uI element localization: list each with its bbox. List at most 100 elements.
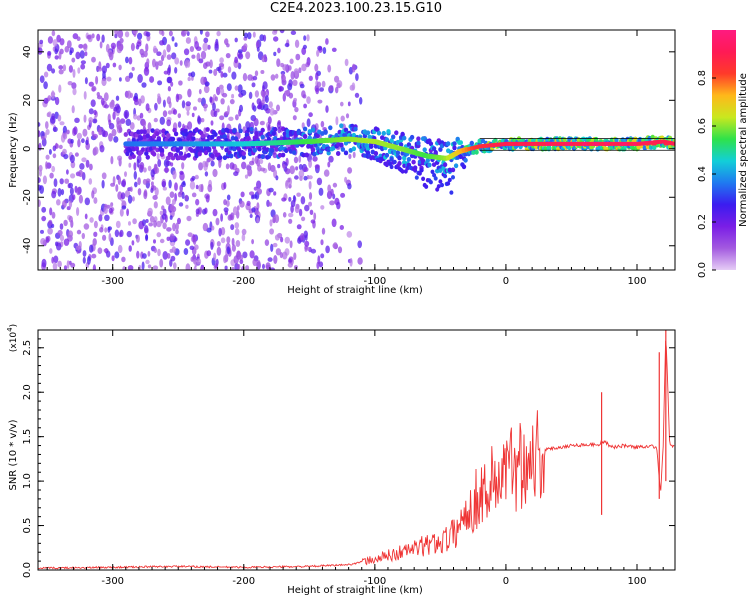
noise-speckle [150, 188, 154, 193]
noise-speckle [260, 120, 266, 126]
noise-speckle [223, 255, 227, 264]
noise-speckle [81, 157, 87, 163]
noise-speckle [239, 200, 245, 208]
ridge-peak [576, 142, 583, 146]
spectral-cell [170, 155, 176, 161]
noise-speckle [153, 247, 158, 253]
noise-speckle [83, 114, 87, 123]
noise-speckle [131, 240, 135, 246]
noise-speckle [60, 189, 65, 196]
noise-speckle [127, 194, 133, 204]
noise-speckle [172, 170, 177, 180]
noise-speckle [63, 238, 70, 246]
noise-speckle [76, 36, 81, 41]
noise-speckle [288, 218, 293, 224]
noise-speckle [51, 90, 55, 99]
noise-speckle [270, 243, 274, 252]
noise-speckle [308, 75, 313, 82]
noise-speckle [298, 155, 302, 163]
noise-speckle [126, 208, 129, 217]
spectral-cell [427, 162, 432, 168]
noise-speckle [217, 66, 222, 74]
noise-speckle [304, 204, 310, 212]
spectral-cell [145, 133, 150, 139]
noise-speckle [273, 255, 278, 264]
noise-speckle [54, 96, 60, 106]
noise-speckle [351, 63, 356, 73]
noise-speckle [327, 184, 332, 193]
noise-speckle [177, 217, 181, 225]
noise-speckle [104, 104, 109, 109]
noise-speckle [69, 50, 73, 56]
noise-speckle [52, 145, 57, 152]
noise-speckle [152, 265, 159, 270]
noise-speckle [315, 72, 319, 81]
noise-speckle [357, 240, 363, 249]
noise-speckle [211, 225, 215, 231]
noise-speckle [220, 213, 224, 222]
noise-speckle [202, 103, 208, 109]
noise-speckle [156, 51, 162, 56]
noise-speckle [294, 39, 300, 48]
noise-speckle [340, 192, 346, 198]
noise-speckle [164, 166, 169, 174]
noise-speckle [68, 215, 73, 223]
noise-speckle [159, 258, 164, 268]
noise-speckle [119, 37, 124, 44]
y-tick-label: -20 [22, 189, 33, 205]
spectral-cell [458, 140, 463, 146]
spectral-cell [432, 173, 437, 178]
noise-speckle [153, 117, 158, 123]
noise-speckle [314, 164, 320, 169]
noise-speckle [121, 256, 126, 263]
noise-speckle [107, 226, 113, 231]
noise-speckle [312, 156, 318, 162]
noise-speckle [241, 161, 247, 170]
ridge-peak [551, 142, 558, 146]
noise-speckle [300, 196, 306, 205]
snr-multiplier-close: ) [9, 324, 19, 328]
ridge-peak [651, 142, 658, 146]
noise-speckle [85, 139, 89, 146]
noise-speckle [236, 205, 240, 211]
noise-speckle [168, 179, 172, 189]
noise-speckle [83, 223, 90, 230]
colorbar-axis: 0.0 0.2 0.4 0.6 0.8 [697, 70, 716, 278]
noise-speckle [71, 57, 76, 63]
spectral-cell [433, 176, 438, 181]
noise-speckle [282, 251, 288, 260]
noise-speckle [226, 236, 231, 244]
noise-speckle [320, 239, 324, 246]
noise-speckle [168, 30, 173, 37]
noise-speckle [298, 67, 302, 74]
noise-speckle [128, 56, 133, 65]
noise-speckle [259, 158, 264, 165]
noise-speckle [288, 212, 294, 218]
noise-speckle [45, 161, 48, 170]
noise-speckle [47, 227, 53, 235]
noise-speckle [112, 176, 116, 185]
noise-speckle [192, 259, 197, 264]
noise-speckle [335, 116, 339, 126]
noise-speckle [337, 246, 343, 254]
noise-speckle [199, 30, 203, 35]
x-tick-label: -300 [101, 276, 124, 287]
noise-speckle [40, 229, 44, 234]
noise-speckle [114, 251, 120, 259]
noise-speckle [189, 245, 195, 250]
noise-speckle [76, 132, 82, 140]
noise-speckle [202, 222, 209, 232]
noise-speckle [252, 75, 258, 81]
noise-speckle [40, 135, 46, 141]
noise-speckle [105, 62, 110, 69]
noise-speckle [174, 237, 178, 242]
spectral-cell [406, 157, 412, 162]
noise-speckle [38, 177, 41, 184]
noise-speckle [132, 30, 138, 35]
noise-speckle [101, 179, 105, 189]
noise-speckle [237, 49, 243, 54]
noise-speckle [357, 257, 363, 265]
spectral-cell [140, 147, 146, 153]
ridge-peak [663, 142, 670, 146]
